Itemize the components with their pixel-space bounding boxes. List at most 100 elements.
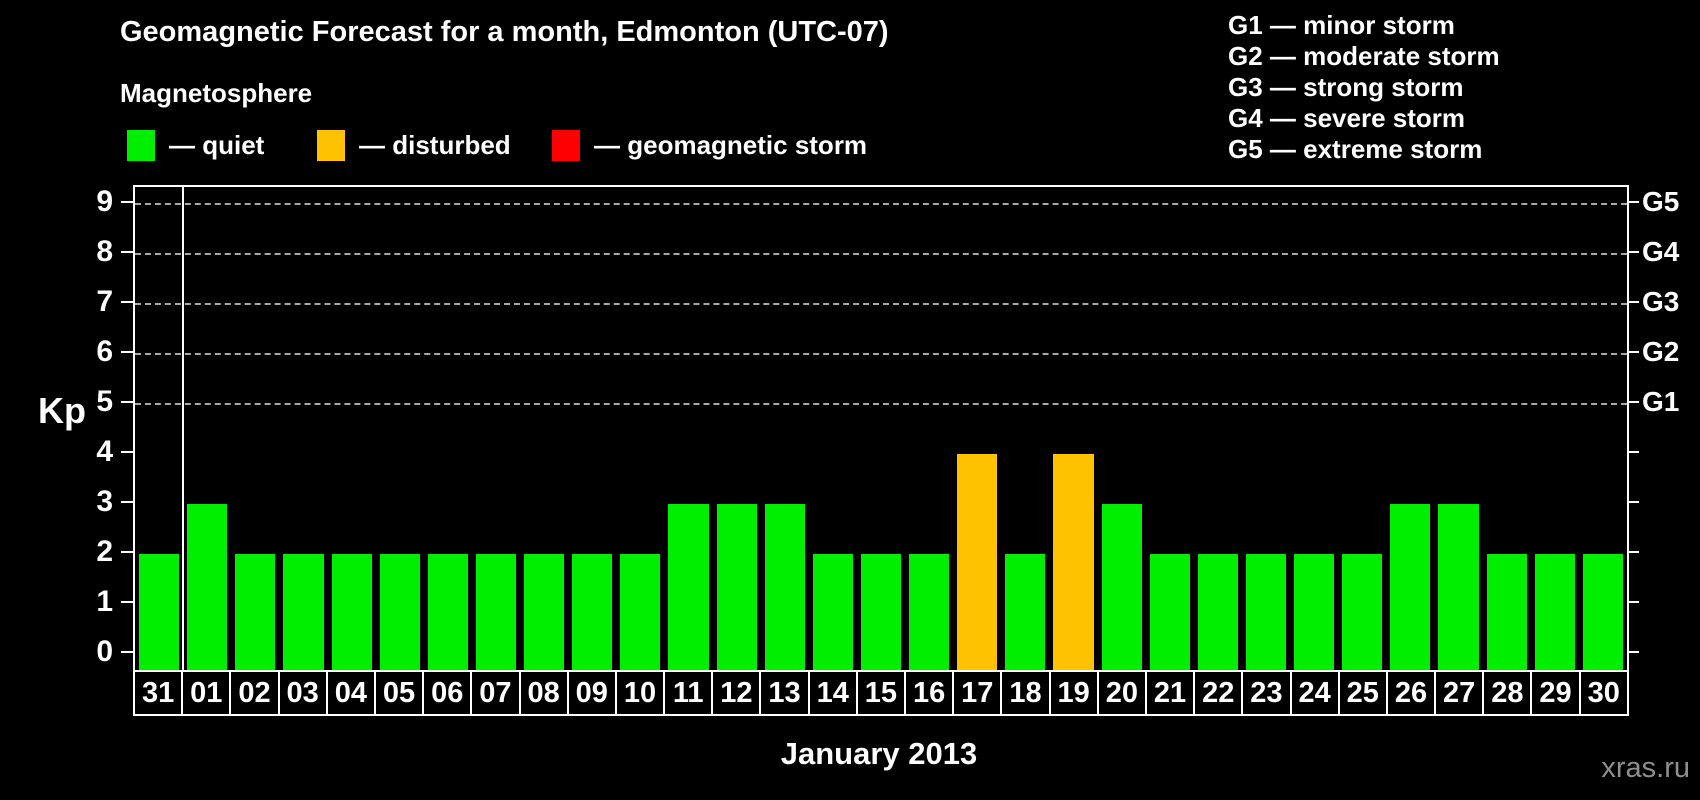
right-tick-kp3 <box>1627 501 1639 503</box>
kp-bar-day-19 <box>1053 454 1094 670</box>
kp-bar-day-09 <box>572 554 613 670</box>
right-tick-kp1 <box>1627 601 1639 603</box>
g-axis-label-g1: G1 <box>1642 386 1680 417</box>
g-axis-label-g4: G4 <box>1642 236 1680 267</box>
watermark: xras.ru <box>1601 752 1690 784</box>
x-axis-month-label: January 2013 <box>780 736 978 771</box>
page-title: Geomagnetic Forecast for a month, Edmont… <box>120 16 889 48</box>
right-tick-kp2 <box>1627 551 1639 553</box>
kp-bar-day-18 <box>1005 554 1046 670</box>
month-separator-line <box>182 187 185 670</box>
legend-label-quiet: — quiet <box>169 130 265 160</box>
day-box-26: 26 <box>1385 670 1437 716</box>
gridline-kp6 <box>135 353 1627 355</box>
kp-bar-day-07 <box>475 554 517 670</box>
g-scale-legend: G1 — minor storm G2 — moderate storm G3 — … <box>1228 10 1500 165</box>
left-tick-kp9 <box>121 201 133 203</box>
right-tick-kp4 <box>1627 451 1639 453</box>
day-box-29: 29 <box>1530 670 1581 716</box>
g-axis-label-g5: G5 <box>1642 186 1680 217</box>
day-box-01: 01 <box>181 670 232 716</box>
kp-bar-day-20 <box>1101 504 1142 670</box>
day-box-10: 10 <box>614 670 666 716</box>
day-box-02: 02 <box>229 670 280 716</box>
kp-bar-day-14 <box>812 554 853 670</box>
day-box-25: 25 <box>1337 670 1388 716</box>
day-box-30: 30 <box>1578 670 1629 716</box>
day-box-23: 23 <box>1241 670 1292 716</box>
g-legend-line-4: G4 — severe storm <box>1228 103 1466 133</box>
ytick-label-1: 1 <box>96 585 113 618</box>
kp-bar-day-11 <box>668 504 709 670</box>
x-axis-day-labels: 31 01 02 03 04 05 06 07 08 09 10 11 12 13 14 15 16 17 18 19… <box>133 670 1629 716</box>
kp-bar-day-13 <box>764 504 805 670</box>
g-legend-line-3: G3 — strong storm <box>1228 72 1464 102</box>
kp-bar-day-25 <box>1342 554 1383 670</box>
gridline-kp9 <box>135 203 1627 205</box>
day-box-05: 05 <box>373 670 425 716</box>
kp-bar-day-31 <box>139 554 180 670</box>
ytick-label-3: 3 <box>96 485 113 518</box>
ytick-label-8: 8 <box>96 235 113 268</box>
day-box-07: 07 <box>470 670 521 716</box>
kp-bar-day-08 <box>524 554 565 670</box>
day-box-13: 13 <box>759 670 810 716</box>
ytick-label-4: 4 <box>96 435 113 468</box>
g-legend-line-5: G5 — extreme storm <box>1228 134 1483 164</box>
ytick-label-7: 7 <box>96 285 113 318</box>
day-box-21: 21 <box>1144 670 1196 716</box>
day-box-09: 09 <box>566 670 617 716</box>
gridline-kp8 <box>135 253 1627 255</box>
right-tick-kp0 <box>1627 651 1639 653</box>
gridline-kp7 <box>135 303 1627 305</box>
ytick-label-0: 0 <box>96 635 113 668</box>
kp-bar-day-30 <box>1582 554 1623 670</box>
day-box-04: 04 <box>325 670 376 716</box>
disturbed-color-swatch <box>317 130 345 161</box>
ytick-label-2: 2 <box>96 535 113 568</box>
left-tick-kp8 <box>121 251 133 253</box>
kp-bar-day-24 <box>1294 554 1335 670</box>
day-box-22: 22 <box>1193 670 1244 716</box>
day-box-28: 28 <box>1482 670 1533 716</box>
kp-bar-day-05 <box>379 554 420 670</box>
kp-bar-day-04 <box>331 554 372 670</box>
kp-bar-day-12 <box>716 504 757 670</box>
kp-bar-day-27 <box>1438 504 1479 670</box>
legend-label-disturbed: — disturbed <box>359 130 511 160</box>
right-tick-kp6 <box>1627 351 1639 353</box>
legend-item-quiet: — quiet <box>127 130 264 161</box>
quiet-color-swatch <box>127 130 155 161</box>
kp-bar-day-23 <box>1245 554 1287 670</box>
right-tick-kp7 <box>1627 301 1639 303</box>
ytick-label-6: 6 <box>96 335 113 368</box>
kp-bar-day-01 <box>187 504 228 670</box>
legend-item-disturbed: — disturbed <box>317 130 511 161</box>
day-box-18: 18 <box>1000 670 1051 716</box>
day-box-24: 24 <box>1289 670 1340 716</box>
day-box-06: 06 <box>422 670 473 716</box>
kp-bar-day-03 <box>283 554 324 670</box>
day-box-15: 15 <box>855 670 906 716</box>
kp-bar-day-10 <box>620 554 661 670</box>
kp-bar-day-15 <box>860 554 902 670</box>
g-axis-label-g3: G3 <box>1642 286 1680 317</box>
g-axis-label-g2: G2 <box>1642 336 1680 367</box>
kp-bar-day-21 <box>1149 554 1190 670</box>
day-box-11: 11 <box>663 670 714 716</box>
day-box-31: 31 <box>133 670 184 716</box>
y-axis-title: Kp <box>38 390 86 431</box>
g-legend-line-2: G2 — moderate storm <box>1228 41 1500 71</box>
day-box-17: 17 <box>952 670 1003 716</box>
left-tick-kp4 <box>121 451 133 453</box>
g-legend-line-1: G1 — minor storm <box>1228 10 1455 40</box>
legend-item-storm: — geomagnetic storm <box>552 130 867 161</box>
left-tick-kp6 <box>121 351 133 353</box>
left-tick-kp0 <box>121 651 133 653</box>
day-box-16: 16 <box>904 670 955 716</box>
left-tick-kp3 <box>121 501 133 503</box>
kp-bar-day-28 <box>1486 554 1527 670</box>
kp-bar-day-26 <box>1390 504 1431 670</box>
right-tick-kp5 <box>1627 401 1639 403</box>
